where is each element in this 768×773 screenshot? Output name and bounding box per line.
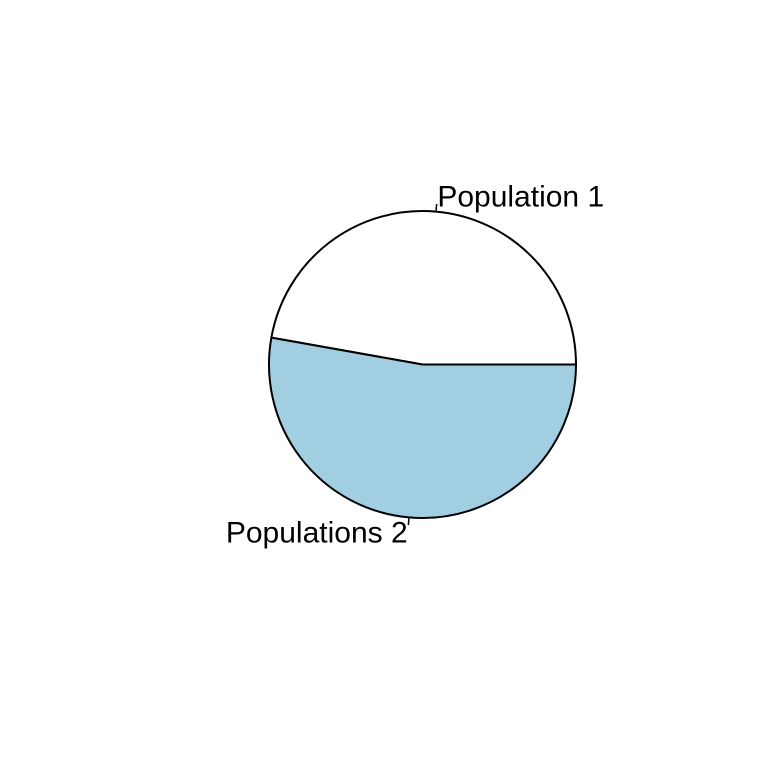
pie-slice-1 <box>271 211 576 364</box>
pie-label-tick-2 <box>408 517 409 525</box>
pie-slice-2 <box>269 338 576 518</box>
pie-label-1: Population 1 <box>437 180 604 213</box>
pie-label-2: Populations 2 <box>226 517 408 550</box>
